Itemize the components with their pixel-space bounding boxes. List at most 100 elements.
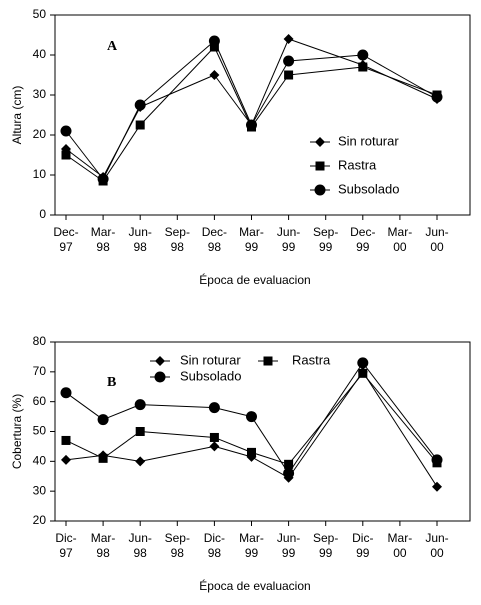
marker-square <box>209 432 219 442</box>
x-tick-label: Sep- 99 <box>313 225 339 254</box>
marker-circle <box>60 387 72 399</box>
x-tick-label: Jun- 99 <box>276 225 301 254</box>
marker-circle <box>97 173 109 185</box>
marker-circle <box>357 49 369 61</box>
legend-marker <box>314 184 326 196</box>
legend-marker <box>315 161 325 171</box>
legend-label: Subsolado <box>338 181 399 196</box>
legend-marker <box>263 356 273 366</box>
x-tick-label: Mar- 00 <box>387 225 413 254</box>
panel-label: B <box>107 375 116 390</box>
series-segment <box>102 431 141 459</box>
legend-label: Rastra <box>292 352 331 367</box>
series-segment <box>140 404 215 409</box>
marker-square <box>358 368 368 378</box>
series-segment <box>102 404 141 421</box>
y-axis-title: Altura (cm) <box>10 86 24 145</box>
x-tick-label: Jun- 98 <box>128 225 152 254</box>
series-segment <box>65 130 104 180</box>
marker-circle <box>246 119 257 131</box>
y-tick-label: 10 <box>33 167 47 181</box>
y-tick-label: 70 <box>33 364 47 378</box>
y-tick-label: 40 <box>33 47 47 61</box>
x-tick-label: Dic- 98 <box>203 531 226 560</box>
x-tick-label: Jun- 99 <box>276 531 301 560</box>
marker-square <box>61 435 71 445</box>
series-segment <box>139 46 215 126</box>
marker-square <box>247 447 256 457</box>
marker-circle <box>60 125 72 137</box>
y-tick-label: 80 <box>33 334 47 348</box>
marker-circle <box>283 55 295 67</box>
x-tick-label: Dec- 98 <box>201 225 228 254</box>
x-tick-label: Mar- 99 <box>239 225 264 254</box>
series-segment <box>288 371 364 479</box>
panel-label: A <box>107 39 118 54</box>
series-segment <box>251 416 290 474</box>
series-segment <box>214 437 252 453</box>
marker-diamond <box>209 441 220 452</box>
marker-circle <box>208 35 220 47</box>
series-segment <box>288 66 363 76</box>
series-segment <box>288 38 363 66</box>
marker-circle <box>97 414 109 426</box>
marker-circle <box>357 357 369 369</box>
marker-circle <box>134 99 146 111</box>
marker-circle <box>431 454 443 466</box>
x-tick-label: Sep- 98 <box>164 531 190 560</box>
x-tick-label: Mar- 98 <box>90 225 116 254</box>
legend-marker <box>315 137 325 147</box>
marker-square <box>135 427 145 436</box>
y-tick-label: 30 <box>33 483 47 497</box>
marker-circle <box>246 411 257 423</box>
y-tick-label: 50 <box>33 424 47 438</box>
series-segment <box>362 54 438 98</box>
marker-square <box>284 70 294 80</box>
x-tick-label: Dec- 97 <box>53 225 79 254</box>
y-tick-label: 60 <box>33 394 47 408</box>
series-segment <box>65 439 104 459</box>
x-tick-label: Jun- 98 <box>128 531 152 560</box>
marker-square <box>98 453 108 463</box>
y-tick-label: 20 <box>33 513 47 527</box>
x-tick-label: Mar- 00 <box>387 531 413 560</box>
series-segment <box>362 362 438 461</box>
legend-marker <box>155 356 165 366</box>
series-segment <box>213 40 252 126</box>
y-tick-label: 30 <box>33 87 47 101</box>
series-segment <box>251 74 290 128</box>
marker-diamond <box>135 456 146 467</box>
plot-frame <box>54 14 471 216</box>
series-segment <box>65 154 104 182</box>
x-tick-label: Sep- 98 <box>164 225 190 254</box>
series-segment <box>65 454 104 461</box>
series-segment <box>102 104 141 180</box>
series-segment <box>65 148 104 178</box>
x-tick-label: Sep- 99 <box>313 531 339 560</box>
marker-square <box>209 42 219 52</box>
marker-diamond <box>61 454 71 465</box>
series-segment <box>288 362 364 474</box>
marker-circle <box>134 399 146 411</box>
x-axis-title: Época de evaluacion <box>199 578 310 593</box>
series-segment <box>251 38 290 126</box>
series-segment <box>213 74 252 126</box>
y-axis-title: Cobertura (%) <box>10 394 24 469</box>
series-segment <box>140 74 215 108</box>
marker-diamond <box>432 481 442 492</box>
x-tick-label: Dic- 99 <box>352 531 374 560</box>
y-tick-label: 0 <box>39 207 46 221</box>
x-tick-label: Dec- 99 <box>350 225 376 254</box>
x-tick-label: Jun- 00 <box>425 531 449 560</box>
legend-marker <box>154 371 166 383</box>
series-segment <box>362 64 438 100</box>
marker-circle <box>208 402 220 414</box>
x-tick-label: Dic- 97 <box>55 531 77 560</box>
series-segment <box>362 373 438 464</box>
series-segment <box>214 407 252 418</box>
y-tick-label: 40 <box>33 454 47 468</box>
x-tick-label: Mar- 99 <box>239 531 264 560</box>
series-segment <box>65 392 104 420</box>
legend-label: Sin roturar <box>180 352 241 367</box>
